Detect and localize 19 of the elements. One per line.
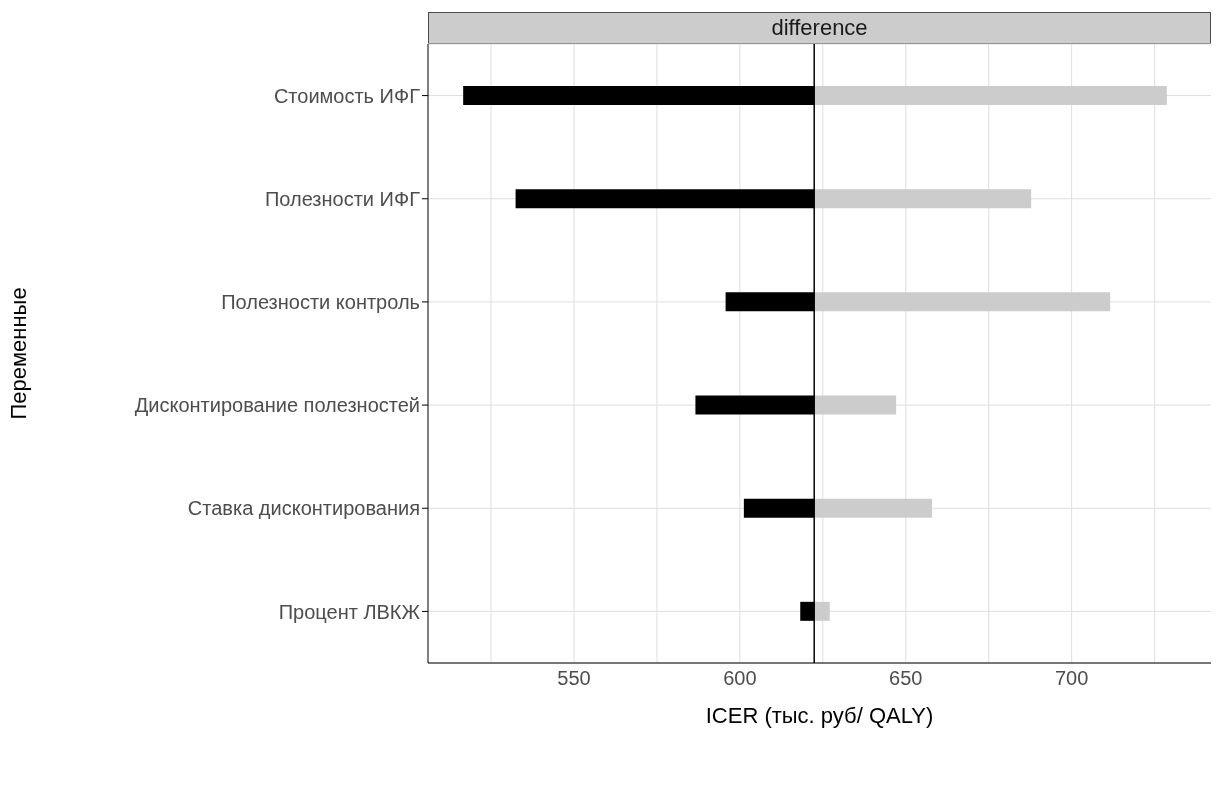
y-tick-label: Стоимость ИФГ — [273, 84, 421, 107]
x-tick-label: 600 — [723, 667, 757, 690]
y-tick-label: Ставка дисконтирования — [187, 497, 420, 520]
bar — [814, 292, 1111, 312]
bar — [814, 601, 830, 621]
x-axis-title: ICER (тыс. руб/ QALY) — [705, 703, 934, 728]
bar — [814, 498, 932, 518]
y-tick-label: Дисконтирование полезностей — [134, 394, 420, 417]
chart-title: difference — [428, 12, 1211, 44]
y-axis-title: Переменные — [5, 287, 31, 420]
y-tick-label: Процент ЛВКЖ — [278, 600, 421, 623]
x-tick-label: 550 — [557, 667, 591, 690]
x-tick-label: 700 — [1054, 667, 1089, 690]
bar — [814, 189, 1032, 209]
y-tick-label: Полезности ИФГ — [264, 187, 421, 210]
bar — [814, 86, 1167, 105]
y-tick-label: Полезности контроль — [221, 291, 420, 314]
bar — [814, 395, 897, 415]
x-tick-label: 650 — [889, 667, 923, 690]
